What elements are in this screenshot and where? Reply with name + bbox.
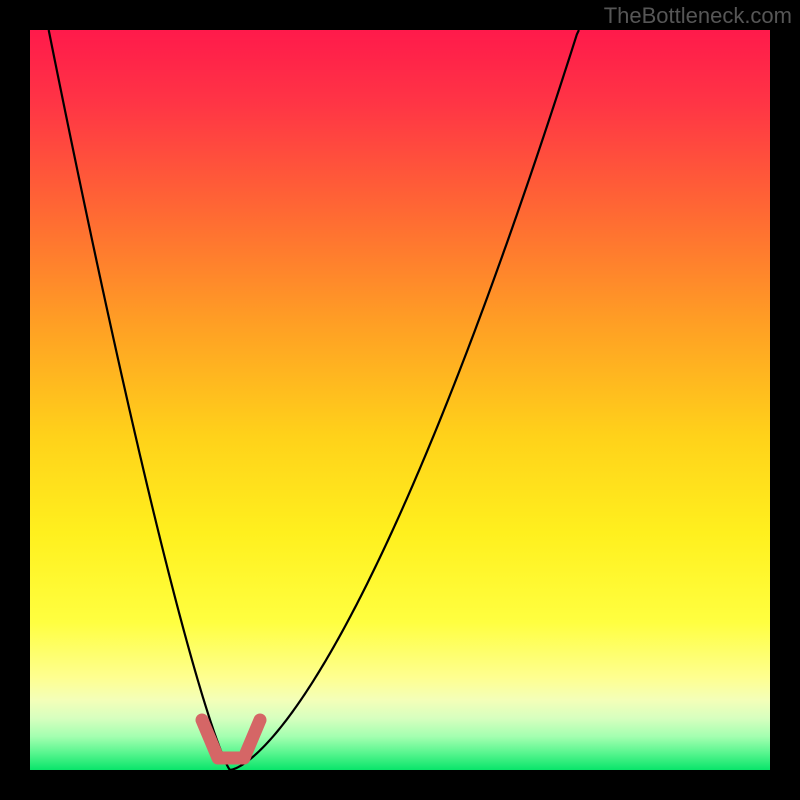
bottleneck-chart bbox=[0, 0, 800, 800]
watermark-label: TheBottleneck.com bbox=[604, 3, 792, 29]
plot-background bbox=[30, 30, 770, 770]
